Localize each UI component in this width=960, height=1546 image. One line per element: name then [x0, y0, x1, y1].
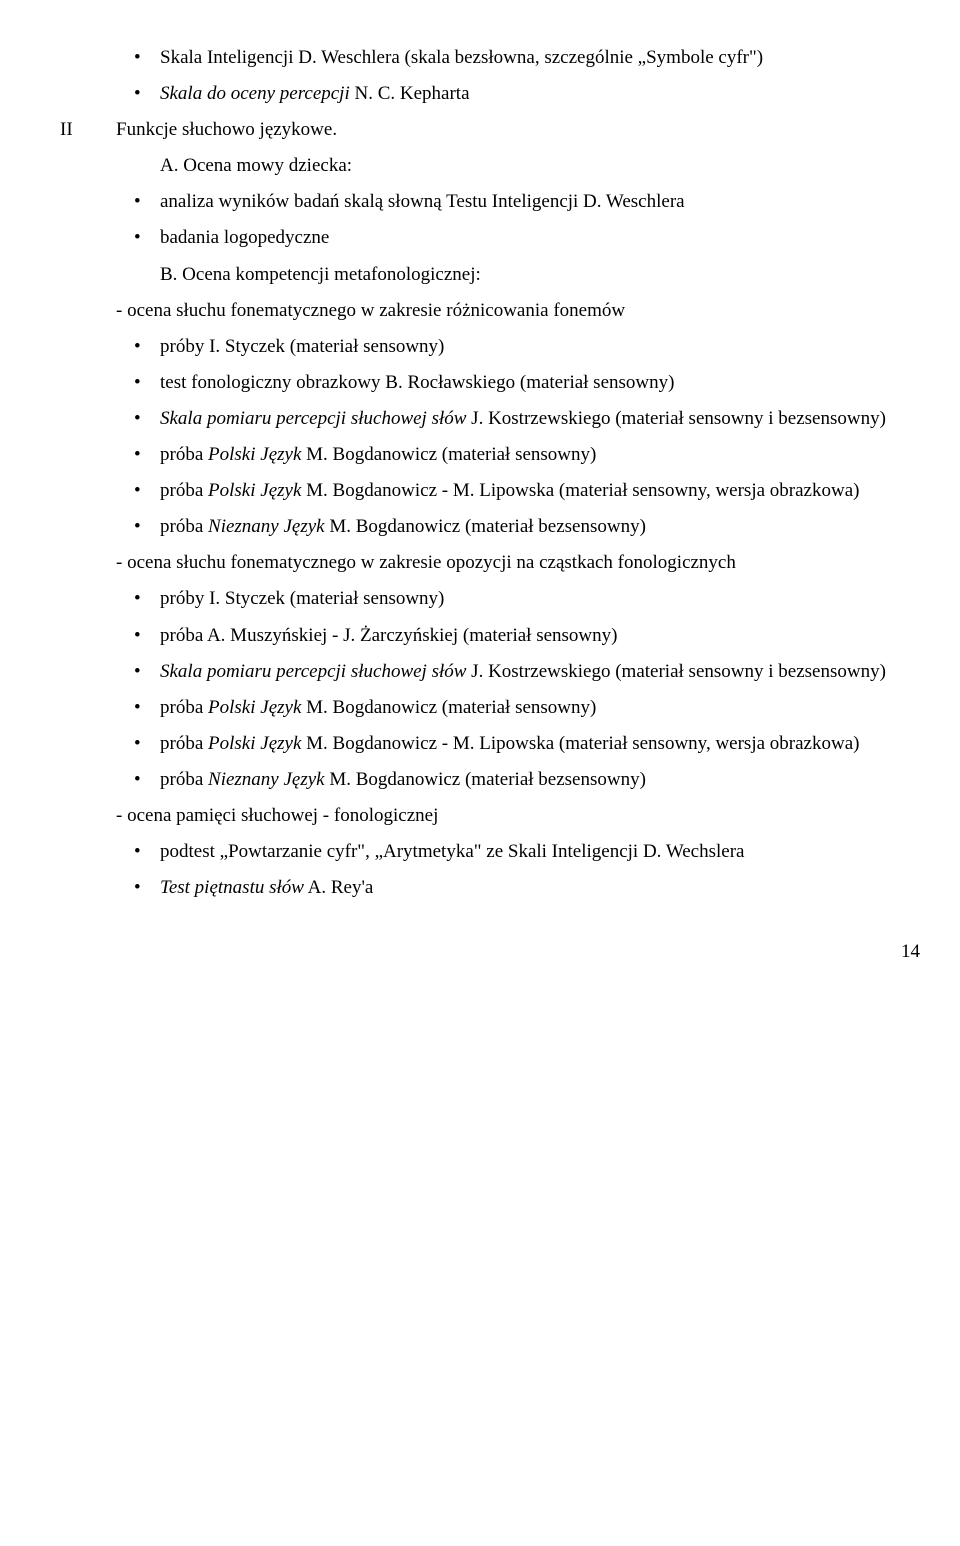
text-italic: Skala pomiaru percepcji słuchowej słów — [160, 661, 466, 682]
text: B. Ocena kompetencji metafonologicznej: — [160, 264, 481, 285]
list-item: test fonologiczny obrazkowy B. Rocławski… — [116, 365, 960, 401]
page-number: 14 — [0, 934, 960, 970]
roman-numeral: II — [60, 112, 116, 148]
bullet-list-top: Skala Inteligencji D. Weschlera (skala b… — [116, 40, 960, 112]
dash-heading: - ocena słuchu fonematycznego w zakresie… — [116, 293, 960, 329]
text-italic: Nieznany Język — [208, 769, 325, 790]
bullet-list-b3: podtest „Powtarzanie cyfr", „Arytmetyka"… — [116, 834, 960, 906]
text-italic: Test piętnastu słów — [160, 877, 304, 898]
section-heading-row: II Funkcje słuchowo językowe. — [116, 112, 960, 148]
list-item: próba A. Muszyńskiej - J. Żarczyńskiej (… — [116, 618, 960, 654]
bullet-list-a: analiza wyników badań skalą słowną Testu… — [116, 184, 960, 256]
text: M. Bogdanowicz (materiał bezsensowny) — [325, 769, 646, 790]
text: próby I. Styczek (materiał sensowny) — [160, 588, 444, 609]
list-item: Skala do oceny percepcji N. C. Kepharta — [116, 76, 960, 112]
text: A. Rey'a — [304, 877, 373, 898]
section-title: Funkcje słuchowo językowe. — [116, 112, 337, 148]
list-item: próba Polski Język M. Bogdanowicz (mater… — [116, 690, 960, 726]
subsection-b: B. Ocena kompetencji metafonologicznej: — [116, 257, 960, 293]
text: badania logopedyczne — [160, 227, 329, 248]
text: próba — [160, 769, 208, 790]
text: podtest „Powtarzanie cyfr", „Arytmetyka"… — [160, 841, 744, 862]
text: test fonologiczny obrazkowy B. Rocławski… — [160, 372, 674, 393]
text: próba — [160, 480, 208, 501]
list-item: próba Nieznany Język M. Bogdanowicz (mat… — [116, 509, 960, 545]
list-item: próba Polski Język M. Bogdanowicz - M. L… — [116, 473, 960, 509]
text: 14 — [901, 941, 920, 962]
text: N. C. Kepharta — [350, 83, 470, 104]
text: próba — [160, 733, 208, 754]
text: M. Bogdanowicz - M. Lipowska (materiał s… — [301, 480, 859, 501]
bullet-list-b1: próby I. Styczek (materiał sensowny) tes… — [116, 329, 960, 546]
text: próba — [160, 516, 208, 537]
list-item: próby I. Styczek (materiał sensowny) — [116, 329, 960, 365]
text: - ocena słuchu fonematycznego w zakresie… — [116, 300, 625, 321]
text: próba — [160, 697, 208, 718]
subsection-a: A. Ocena mowy dziecka: — [116, 148, 960, 184]
text: analiza wyników badań skalą słowną Testu… — [160, 191, 685, 212]
dash-heading: - ocena słuchu fonematycznego w zakresie… — [116, 545, 960, 581]
list-item: próby I. Styczek (materiał sensowny) — [116, 581, 960, 617]
list-item: analiza wyników badań skalą słowną Testu… — [116, 184, 960, 220]
text-italic: Polski Język — [208, 733, 301, 754]
list-item: Skala pomiaru percepcji słuchowej słów J… — [116, 401, 960, 437]
text: próba A. Muszyńskiej - J. Żarczyńskiej (… — [160, 625, 617, 646]
text: - ocena pamięci słuchowej - fonologiczne… — [116, 805, 438, 826]
list-item: podtest „Powtarzanie cyfr", „Arytmetyka"… — [116, 834, 960, 870]
list-item: Test piętnastu słów A. Rey'a — [116, 870, 960, 906]
text: M. Bogdanowicz (materiał bezsensowny) — [325, 516, 646, 537]
list-item: Skala pomiaru percepcji słuchowej słów J… — [116, 654, 960, 690]
text: próby I. Styczek (materiał sensowny) — [160, 336, 444, 357]
text: Skala Inteligencji D. Weschlera (skala b… — [160, 47, 763, 68]
text: J. Kostrzewskiego (materiał sensowny i b… — [466, 661, 885, 682]
list-item: próba Nieznany Język M. Bogdanowicz (mat… — [116, 762, 960, 798]
text: M. Bogdanowicz - M. Lipowska (materiał s… — [301, 733, 859, 754]
text-italic: Skala pomiaru percepcji słuchowej słów — [160, 408, 466, 429]
text: M. Bogdanowicz (materiał sensowny) — [301, 697, 596, 718]
text-italic: Nieznany Język — [208, 516, 325, 537]
text-italic: Polski Język — [208, 697, 301, 718]
text-italic: Polski Język — [208, 444, 301, 465]
list-item: próba Polski Język M. Bogdanowicz - M. L… — [116, 726, 960, 762]
text-italic: Polski Język — [208, 480, 301, 501]
text: - ocena słuchu fonematycznego w zakresie… — [116, 552, 736, 573]
dash-heading: - ocena pamięci słuchowej - fonologiczne… — [116, 798, 960, 834]
bullet-list-b2: próby I. Styczek (materiał sensowny) pró… — [116, 581, 960, 798]
list-item: Skala Inteligencji D. Weschlera (skala b… — [116, 40, 960, 76]
text: J. Kostrzewskiego (materiał sensowny i b… — [466, 408, 885, 429]
text: A. Ocena mowy dziecka: — [160, 155, 352, 176]
list-item: badania logopedyczne — [116, 220, 960, 256]
text-italic: Skala do oceny percepcji — [160, 83, 350, 104]
text: M. Bogdanowicz (materiał sensowny) — [301, 444, 596, 465]
text: próba — [160, 444, 208, 465]
list-item: próba Polski Język M. Bogdanowicz (mater… — [116, 437, 960, 473]
